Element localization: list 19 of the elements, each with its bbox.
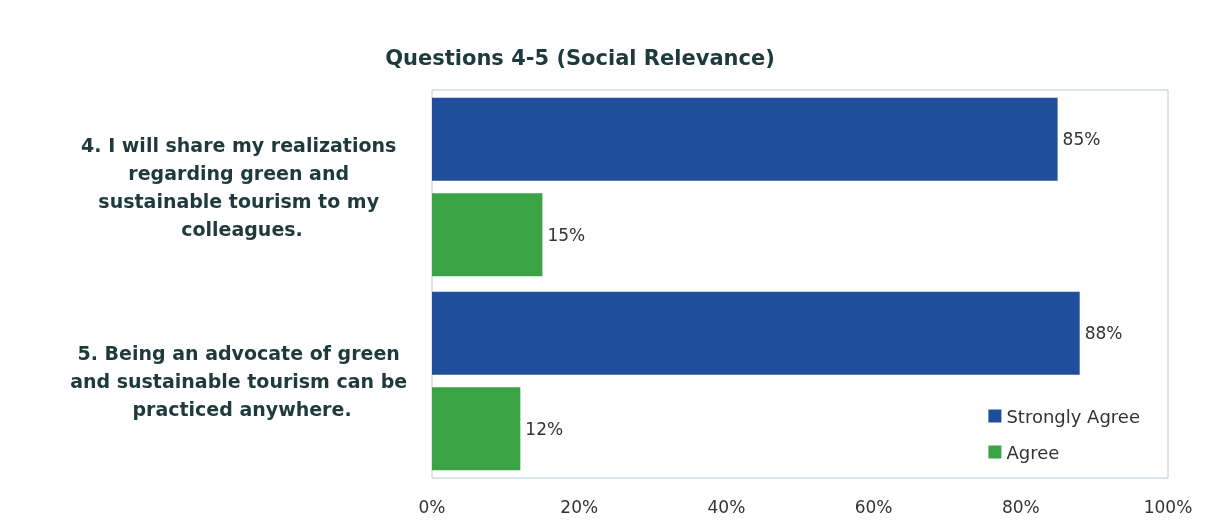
legend-label: Strongly Agree [1006, 405, 1141, 427]
x-tick-label: 100% [1143, 496, 1193, 517]
x-tick-label: 20% [560, 496, 599, 517]
chart-title: Questions 4-5 (Social Relevance) [385, 45, 775, 70]
data-label: 15% [547, 224, 586, 245]
x-tick-label: 40% [707, 496, 746, 517]
y-tick-label: 4. I will share my realizations regarding green and sustainable tourism to my colleagues. [81, 134, 403, 240]
x-tick-label: 0% [418, 496, 446, 517]
y-tick-label: 5. Being an advocate of green and sustainable tourism can be practiced anywhere. [70, 342, 414, 420]
bar [432, 193, 543, 277]
bar [432, 387, 521, 471]
x-tick-label: 60% [854, 496, 893, 517]
x-tick-label: 80% [1001, 496, 1040, 517]
bar [432, 291, 1080, 375]
data-label: 12% [525, 418, 564, 439]
data-label: 85% [1062, 129, 1101, 150]
bar [432, 97, 1058, 181]
data-label: 88% [1084, 323, 1123, 344]
legend-label: Agree [1006, 441, 1060, 463]
